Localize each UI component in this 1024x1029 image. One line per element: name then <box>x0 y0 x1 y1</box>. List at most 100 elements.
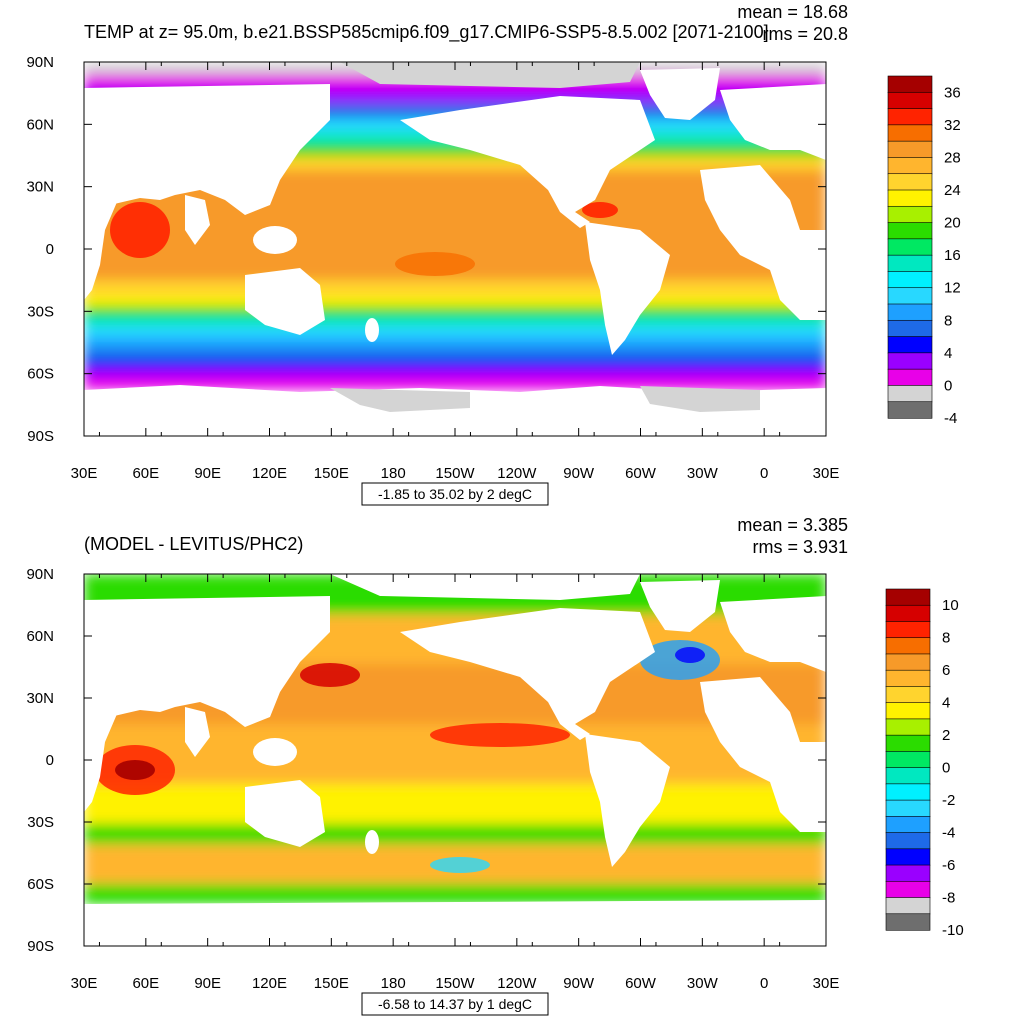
top-colorbar-label: 36 <box>944 84 961 101</box>
top-x-tick-label: 60W <box>625 465 657 482</box>
top-colorbar-swatch <box>887 91 933 110</box>
top-colorbar-swatch <box>887 368 933 387</box>
bottom-x-tick-label: 120E <box>252 975 287 992</box>
bottom-y-tick-label: 30N <box>26 690 54 707</box>
top-colorbar-swatch <box>887 189 933 207</box>
top-x-tick-label: 90E <box>194 465 221 482</box>
top-title: TEMP at z= 95.0m, b.e21.BSSP585cmip6.f09… <box>84 22 769 43</box>
top-x-tick-label: 150W <box>435 465 475 482</box>
bottom-panel: (MODEL - LEVITUS/PHC2) mean = 3.385 rms … <box>26 515 964 1016</box>
bottom-y-tick-label: 30S <box>27 814 54 831</box>
bottom-x-ticks: 30E 60E 90E 120E 150E 180 150W 120W 90W 60W 30W 0 30… <box>71 574 840 992</box>
bottom-x-tick-label: 30E <box>813 975 840 992</box>
top-colorbar-swatch <box>887 319 933 338</box>
top-x-tick-label: 120W <box>497 465 537 482</box>
bottom-y-tick-label: 90N <box>26 566 54 583</box>
bottom-x-tick-label: 150W <box>435 975 475 992</box>
top-x-tick-label: 60E <box>132 465 159 482</box>
bottom-x-tick-label: 60E <box>132 975 159 992</box>
bottom-colorbar-label: 6 <box>942 662 950 679</box>
bottom-x-tick-label: 150E <box>314 975 349 992</box>
top-colorbar-swatch <box>887 352 933 370</box>
top-colorbar-label: 28 <box>944 149 961 166</box>
bottom-rms: rms = 3.931 <box>752 537 848 557</box>
bottom-colorbar-swatch <box>885 816 931 834</box>
top-colorbar-swatch <box>887 385 933 403</box>
bottom-colorbar-swatch <box>885 783 931 801</box>
top-colorbar-label: 8 <box>944 312 952 329</box>
top-y-tick-label: 60S <box>27 366 54 383</box>
bottom-colorbar-swatch <box>885 637 931 655</box>
top-x-tick-label: 30W <box>687 465 719 482</box>
top-y-tick-label: 90N <box>26 54 54 71</box>
bottom-title: (MODEL - LEVITUS/PHC2) <box>84 534 303 554</box>
bottom-x-tick-label: 90W <box>563 975 595 992</box>
top-colorbar-swatch <box>887 108 933 126</box>
top-colorbar-swatch <box>887 173 933 191</box>
bottom-y-tick-label: 60N <box>26 628 54 645</box>
bottom-map <box>84 574 826 946</box>
top-y-tick-label: 30S <box>27 303 54 320</box>
top-x-tick-label: 180 <box>381 465 406 482</box>
bottom-colorbar-swatch <box>885 767 931 785</box>
top-colorbar-swatch <box>887 254 933 273</box>
bottom-colorbar-label: -10 <box>942 922 964 939</box>
bottom-y-ticks: 90N 60N 30N 0 30S 60S 90S <box>26 566 826 955</box>
top-colorbar-swatch <box>887 336 933 354</box>
top-colorbar-swatch <box>887 287 933 305</box>
top-x-tick-label: 30E <box>813 465 840 482</box>
top-colorbar-swatch <box>887 271 933 289</box>
bottom-colorbar-label: 4 <box>942 695 950 712</box>
top-colorbar-swatch <box>887 124 933 142</box>
top-colorbar-label: 0 <box>944 377 952 394</box>
bottom-colorbar-swatch <box>885 588 931 606</box>
top-colorbar-label: 16 <box>944 247 961 264</box>
top-colorbar-swatch <box>887 222 933 240</box>
bottom-colorbar-swatch <box>885 751 931 769</box>
bottom-colorbar-swatch <box>885 848 931 866</box>
bottom-colorbar-label: -2 <box>942 792 955 809</box>
bottom-colorbar-swatch <box>885 897 931 915</box>
bottom-colorbar-swatch <box>885 799 931 817</box>
bottom-colorbar-swatch <box>885 880 931 899</box>
bottom-x-tick-label: 0 <box>760 975 768 992</box>
bottom-y-tick-label: 60S <box>27 876 54 893</box>
bottom-x-tick-label: 90E <box>194 975 221 992</box>
top-colorbar-swatch <box>887 157 933 175</box>
bottom-mean: mean = 3.385 <box>737 515 848 535</box>
bottom-colorbar-swatch <box>885 686 931 704</box>
top-colorbar-label: -4 <box>944 410 957 427</box>
bottom-colorbar-label: 10 <box>942 597 959 614</box>
bottom-colorbar-swatch <box>885 864 931 882</box>
bottom-colorbar-label: 2 <box>942 727 950 744</box>
bottom-colorbar-swatch <box>885 702 931 720</box>
top-y-tick-label: 30N <box>26 179 54 196</box>
bottom-colorbar-swatch <box>885 913 931 931</box>
top-colorbar-label: 24 <box>944 182 961 199</box>
top-map <box>84 62 826 436</box>
top-colorbar-swatch <box>887 140 933 159</box>
top-panel: TEMP at z= 95.0m, b.e21.BSSP585cmip6.f09… <box>26 2 961 506</box>
top-colorbar-swatch <box>887 75 933 93</box>
bottom-x-tick-label: 30W <box>687 975 719 992</box>
bottom-range-label: -6.58 to 14.37 by 1 degC <box>378 996 532 1012</box>
top-colorbar-swatch <box>887 303 933 321</box>
bottom-x-tick-label: 180 <box>381 975 406 992</box>
bottom-x-tick-label: 120W <box>497 975 537 992</box>
top-colorbar-swatch <box>887 205 933 224</box>
bottom-colorbar-label: -8 <box>942 890 955 907</box>
top-range-label: -1.85 to 35.02 by 2 degC <box>378 486 532 502</box>
bottom-colorbar-swatch <box>885 604 931 623</box>
bottom-y-tick-label: 0 <box>46 752 54 769</box>
top-colorbar-swatch <box>887 238 933 256</box>
top-y-tick-label: 60N <box>26 116 54 133</box>
bottom-colorbar-label: 0 <box>942 760 950 777</box>
bottom-y-tick-label: 90S <box>27 938 54 955</box>
top-rms: rms = 20.8 <box>762 24 848 44</box>
bottom-colorbar: 10 8 6 4 2 0 -2 -4 -6 -8 -10 <box>885 588 964 939</box>
top-mean: mean = 18.68 <box>737 2 848 22</box>
top-colorbar: 36 32 28 24 20 16 12 8 4 0 -4 <box>887 75 961 427</box>
bottom-x-tick-label: 30E <box>71 975 98 992</box>
top-x-tick-label: 150E <box>314 465 349 482</box>
bottom-colorbar-swatch <box>885 832 931 850</box>
